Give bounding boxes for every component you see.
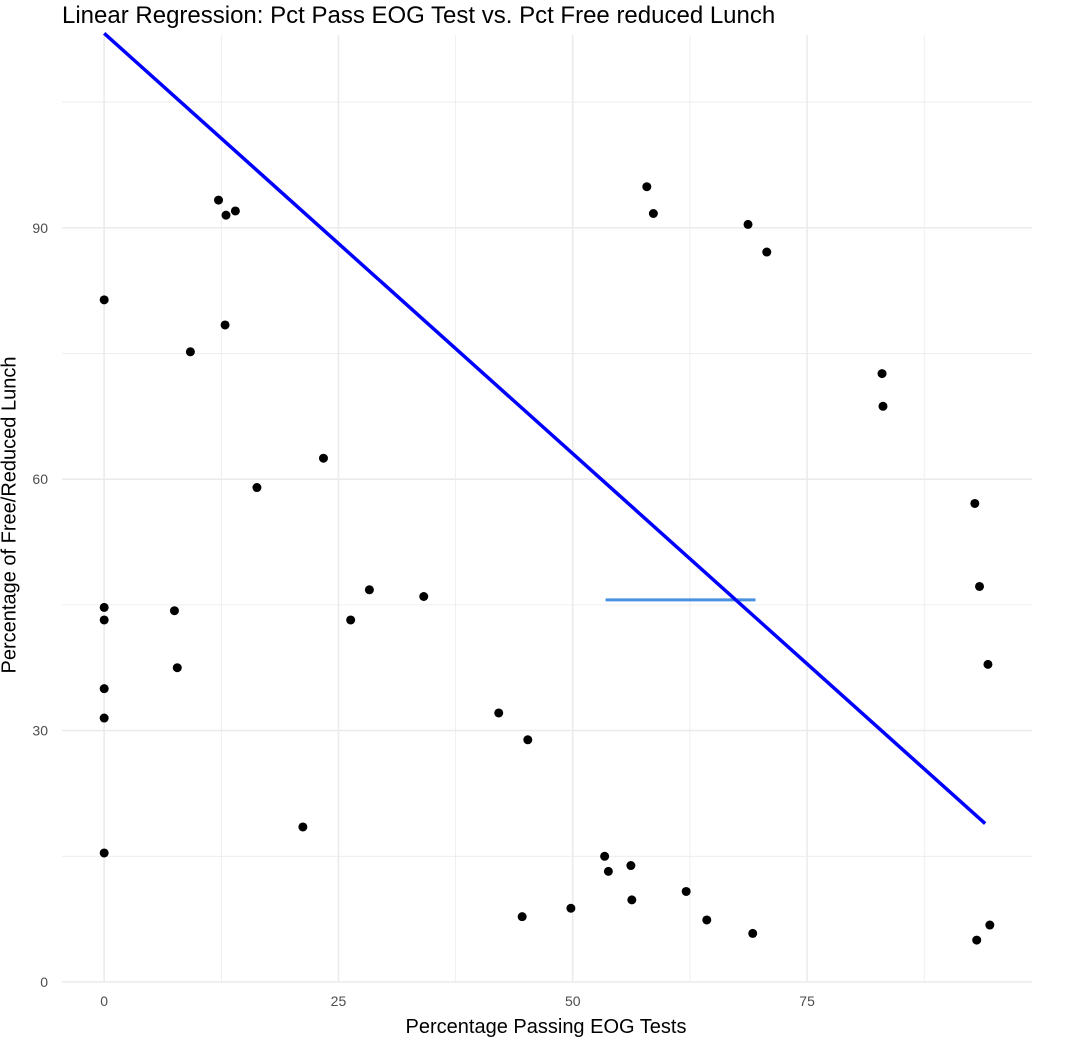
data-point <box>169 606 179 616</box>
y-tick-label: 90 <box>32 220 48 236</box>
data-point <box>681 886 691 896</box>
data-point <box>748 928 758 938</box>
y-tick-label: 0 <box>40 974 48 990</box>
x-axis-label: Percentage Passing EOG Tests <box>405 1016 687 1038</box>
data-point <box>702 915 712 925</box>
data-point <box>221 210 231 220</box>
data-point <box>626 861 636 871</box>
y-tick-label: 60 <box>32 471 48 487</box>
x-tick-label: 0 <box>100 993 108 1009</box>
data-point <box>642 182 652 192</box>
data-point <box>566 903 576 913</box>
data-point <box>985 920 995 930</box>
data-point <box>972 935 982 945</box>
x-tick-label: 50 <box>565 993 581 1009</box>
data-point <box>603 866 613 876</box>
x-tick-label: 25 <box>331 993 347 1009</box>
data-point <box>517 912 527 922</box>
data-point <box>494 708 504 718</box>
data-point <box>627 895 637 905</box>
data-point <box>220 320 230 330</box>
data-point <box>99 848 109 858</box>
data-point <box>318 453 328 463</box>
data-point <box>877 369 887 379</box>
data-point <box>346 615 356 625</box>
regression-line <box>103 32 987 825</box>
data-point <box>99 295 109 305</box>
data-point <box>878 401 888 411</box>
data-point <box>99 602 109 612</box>
data-point <box>185 347 195 357</box>
data-point <box>648 209 658 219</box>
data-point <box>523 735 533 745</box>
data-point <box>600 851 610 861</box>
data-point <box>99 615 109 625</box>
data-point <box>970 498 980 508</box>
y-axis-label: Percentage of Free/Reduced Lunch <box>0 356 21 674</box>
data-point <box>743 219 753 229</box>
data-point <box>298 822 308 832</box>
data-point <box>975 581 985 591</box>
chart-title: Linear Regression: Pct Pass EOG Test vs.… <box>62 2 776 29</box>
data-point <box>364 585 374 595</box>
data-point <box>172 663 182 673</box>
y-tick-label: 30 <box>32 723 48 739</box>
data-point <box>252 483 262 493</box>
data-point <box>99 713 109 723</box>
data-point <box>983 659 993 669</box>
data-point <box>99 684 109 694</box>
data-point <box>762 247 772 257</box>
x-tick-label: 75 <box>799 993 815 1009</box>
data-point <box>214 195 224 205</box>
data-point <box>419 591 429 601</box>
data-point <box>230 206 240 216</box>
